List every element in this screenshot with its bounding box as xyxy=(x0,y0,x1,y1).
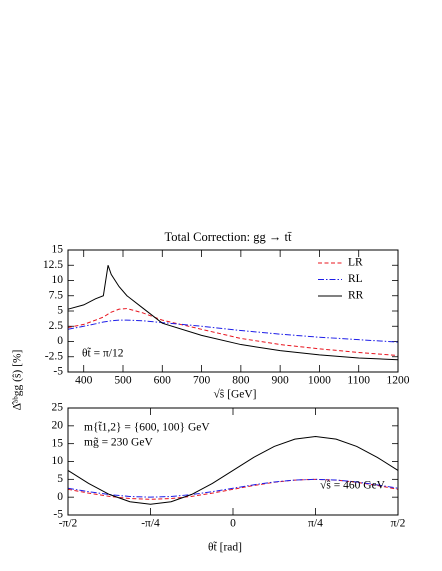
x-tick-label: 700 xyxy=(193,375,211,387)
legend-label: LR xyxy=(348,257,363,269)
y-tick-label: -5 xyxy=(53,509,63,521)
x-axis-title: √ŝ [GeV] xyxy=(213,388,256,401)
annotation: √ŝ = 460 GeV xyxy=(320,479,386,492)
y-tick-label: 5 xyxy=(57,305,63,317)
y-tick-label: 10 xyxy=(52,455,64,467)
x-tick-label: 1100 xyxy=(347,375,370,387)
plot-frame xyxy=(67,249,399,373)
plot-frame xyxy=(67,407,399,516)
y-tick-label: 20 xyxy=(52,419,64,431)
y-tick-label: 0 xyxy=(57,491,63,503)
x-tick-label: -π/2 xyxy=(59,518,78,530)
series-line xyxy=(67,319,399,343)
legend-label: RR xyxy=(348,290,364,302)
x-tick-label: 600 xyxy=(154,375,172,387)
x-axis-title: θt̃ [rad] xyxy=(208,540,242,553)
x-tick-label: 400 xyxy=(75,375,93,387)
y-tick-label: 0 xyxy=(57,335,63,347)
legend-label: RL xyxy=(348,273,363,285)
y-tick-label: 10 xyxy=(52,274,64,286)
y-tick-label: -2.5 xyxy=(45,350,63,362)
x-tick-label: 1000 xyxy=(308,375,331,387)
series-line xyxy=(67,478,399,500)
y-tick-label: 15 xyxy=(52,244,64,256)
series-line xyxy=(67,265,399,361)
y-axis-title: Δ̂ᵃᵇgg (ŝ) [%] xyxy=(12,350,24,411)
x-tick-label: -π/4 xyxy=(141,518,160,530)
chart-title: Total Correction: gg → tt̄ xyxy=(165,230,292,244)
x-tick-label: 0 xyxy=(230,518,236,530)
y-tick-label: 2.5 xyxy=(49,320,64,332)
y-tick-label: 25 xyxy=(52,402,64,414)
x-tick-label: 1200 xyxy=(387,375,410,387)
y-tick-label: 12.5 xyxy=(43,259,63,271)
y-tick-label: -5 xyxy=(53,366,63,378)
y-tick-label: 15 xyxy=(52,437,64,449)
x-tick-label: 800 xyxy=(232,375,250,387)
series-line xyxy=(67,308,399,357)
annotation: m{t̃1,2} = {600, 100} GeV xyxy=(84,420,210,433)
x-tick-label: π/4 xyxy=(308,518,323,530)
series-line xyxy=(67,478,399,498)
y-tick-label: 7.5 xyxy=(49,289,64,301)
series-line xyxy=(67,436,399,505)
annotation: mg̃ = 230 GeV xyxy=(84,436,153,448)
x-tick-label: 500 xyxy=(114,375,132,387)
x-tick-label: π/2 xyxy=(391,518,406,530)
y-tick-label: 5 xyxy=(57,473,63,485)
annotation: θt̃ = π/12 xyxy=(82,346,124,359)
x-tick-label: 900 xyxy=(272,375,290,387)
